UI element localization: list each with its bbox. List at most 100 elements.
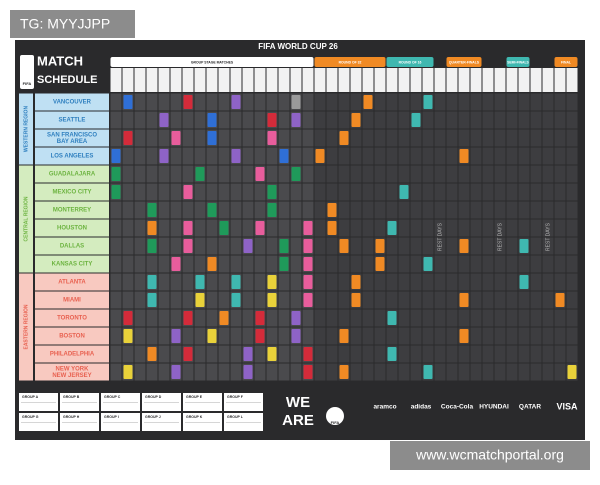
grid-cell <box>194 237 206 255</box>
match-cell <box>555 293 565 307</box>
grid-cell <box>146 183 158 201</box>
grid-cell <box>206 237 218 255</box>
grid-cell <box>326 147 338 165</box>
match-cell <box>567 365 577 379</box>
grid-cell <box>398 93 410 111</box>
match-cell <box>231 95 241 109</box>
grid-cell <box>170 237 182 255</box>
grid-cell <box>398 255 410 273</box>
grid-cell <box>362 129 374 147</box>
match-cell <box>171 131 181 145</box>
grid-cell <box>350 147 362 165</box>
footer-url: www.wcmatchportal.org <box>415 447 564 463</box>
city-name: HOUSTON <box>57 226 87 232</box>
grid-cell <box>158 291 170 309</box>
grid-cell <box>386 291 398 309</box>
grid-cell <box>398 309 410 327</box>
match-cell <box>255 329 265 343</box>
grid-cell <box>206 93 218 111</box>
grid-cell <box>386 147 398 165</box>
grid-cell <box>218 345 230 363</box>
match-cell <box>303 257 313 271</box>
grid-cell <box>242 273 254 291</box>
grid-cell <box>398 165 410 183</box>
grid-cell <box>230 183 242 201</box>
grid-cell <box>326 237 338 255</box>
grid-cell <box>194 201 206 219</box>
date-cell <box>542 68 554 92</box>
city-name: GUADALAJARA <box>49 172 96 178</box>
grid-cell <box>494 111 506 129</box>
grid-cell <box>530 201 542 219</box>
grid-cell <box>482 219 494 237</box>
grid-cell <box>434 327 446 345</box>
grid-cell <box>362 147 374 165</box>
grid-cell <box>230 327 242 345</box>
grid-cell <box>482 291 494 309</box>
date-cell <box>470 68 482 92</box>
stage-label: FINAL <box>561 60 571 64</box>
grid-cell <box>362 111 374 129</box>
match-cell <box>207 329 217 343</box>
grid-cell <box>410 147 422 165</box>
grid-cell <box>506 291 518 309</box>
grid-cell <box>350 219 362 237</box>
grid-cell <box>146 327 158 345</box>
grid-cell <box>506 273 518 291</box>
grid-cell <box>518 309 530 327</box>
group-line <box>103 402 138 403</box>
match-cell <box>267 185 277 199</box>
group-label: GROUP L <box>227 415 244 419</box>
grid-cell <box>422 237 434 255</box>
grid-cell <box>518 93 530 111</box>
match-cell <box>375 257 385 271</box>
grid-cell <box>410 345 422 363</box>
grid-cell <box>254 273 266 291</box>
grid-cell <box>182 291 194 309</box>
grid-cell <box>170 147 182 165</box>
grid-cell <box>410 327 422 345</box>
grid-cell <box>446 327 458 345</box>
grid-cell <box>182 129 194 147</box>
brand-line1: WE <box>286 394 310 411</box>
grid-cell <box>458 255 470 273</box>
grid-cell <box>206 183 218 201</box>
grid-cell <box>146 129 158 147</box>
grid-cell <box>242 165 254 183</box>
match-cell <box>243 365 253 379</box>
grid-cell <box>278 93 290 111</box>
grid-cell <box>266 93 278 111</box>
grid-cell <box>410 363 422 381</box>
grid-cell <box>566 165 578 183</box>
grid-cell <box>482 237 494 255</box>
grid-cell <box>374 309 386 327</box>
grid-cell <box>374 147 386 165</box>
grid-cell <box>326 345 338 363</box>
grid-cell <box>254 183 266 201</box>
grid-cell <box>482 111 494 129</box>
grid-cell <box>386 111 398 129</box>
stage-header <box>554 57 578 67</box>
match-cell <box>219 221 229 235</box>
grid-cell <box>374 111 386 129</box>
grid-cell <box>218 147 230 165</box>
match-cell <box>291 95 301 109</box>
date-cell <box>386 68 398 92</box>
grid-cell <box>338 183 350 201</box>
match-cell <box>147 239 157 253</box>
grid-cell <box>422 147 434 165</box>
grid-cell <box>434 183 446 201</box>
grid-cell <box>470 291 482 309</box>
grid-cell <box>362 219 374 237</box>
grid-cell <box>470 345 482 363</box>
grid-cell <box>434 93 446 111</box>
grid-cell <box>158 183 170 201</box>
grid-cell <box>506 165 518 183</box>
grid-cell <box>482 183 494 201</box>
grid-cell <box>482 309 494 327</box>
stage-label: QUARTER-FINALS <box>449 60 480 64</box>
date-cell <box>482 68 494 92</box>
grid-cell <box>266 237 278 255</box>
grid-cell <box>194 111 206 129</box>
match-cell <box>387 311 397 325</box>
